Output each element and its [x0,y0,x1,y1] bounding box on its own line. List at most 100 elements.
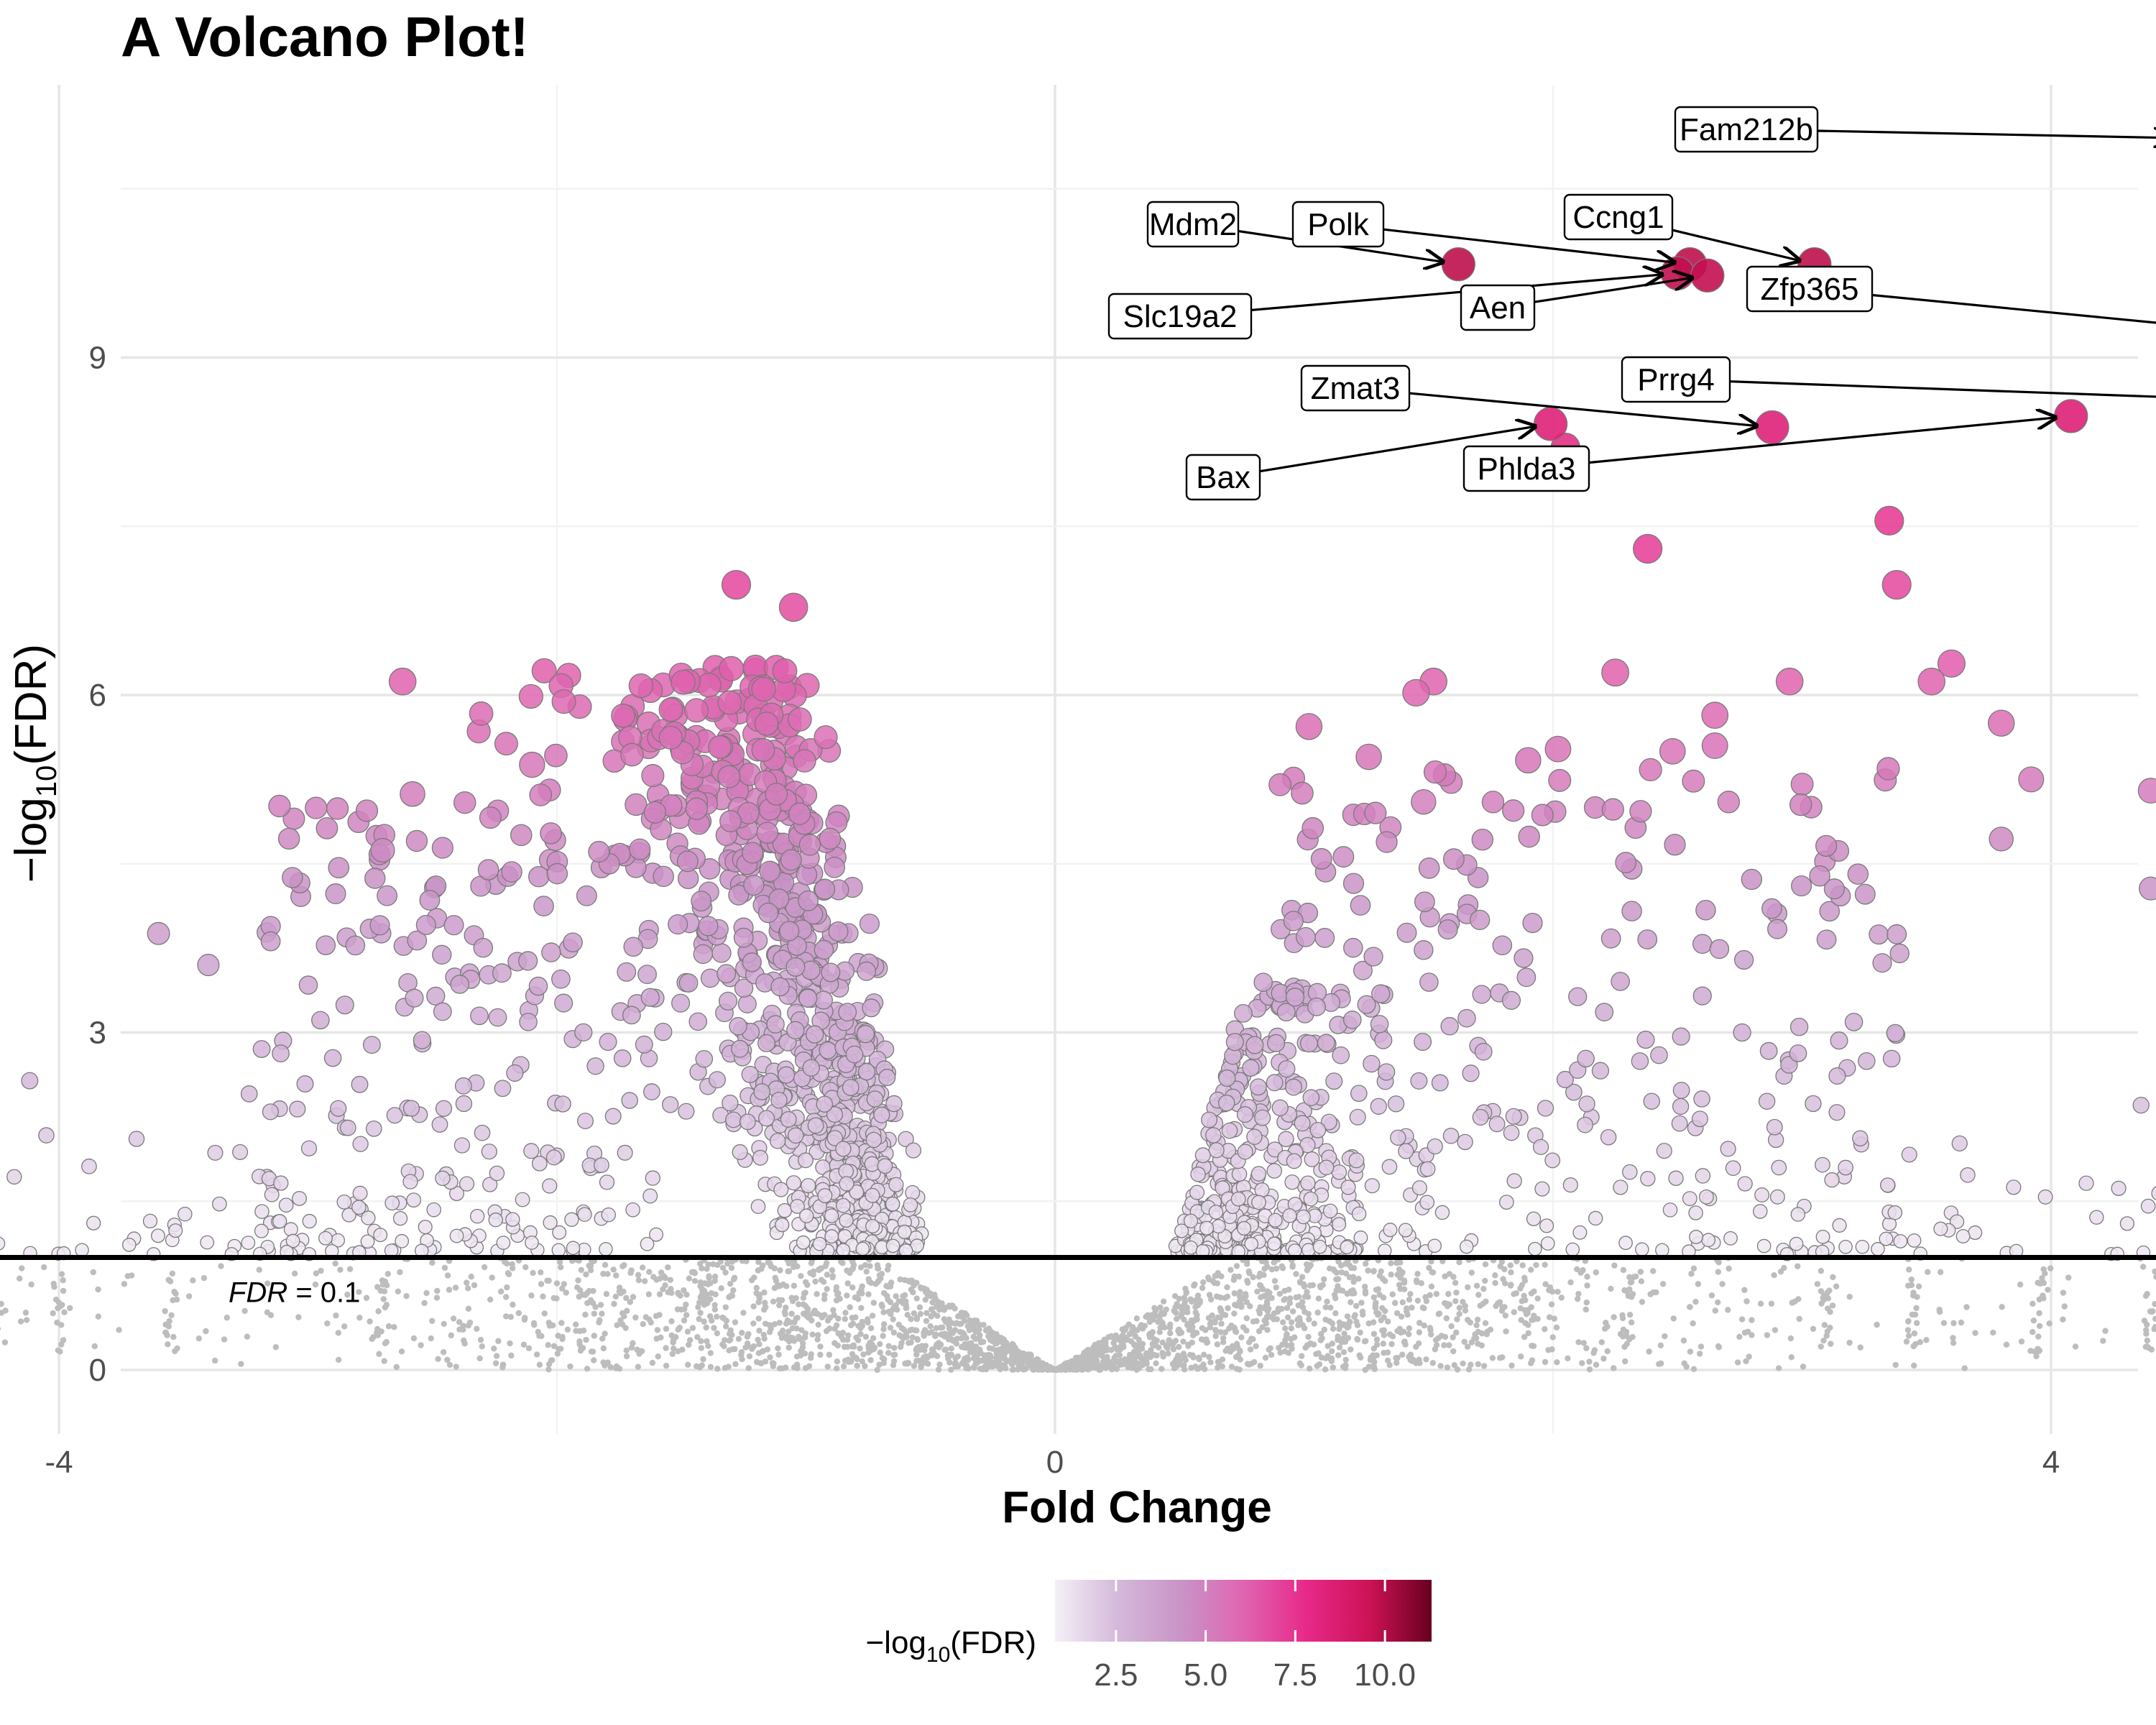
nonsig-point [60,1287,67,1294]
nonsig-point [722,1337,728,1343]
nonsig-point [2030,1300,2036,1307]
nonsig-point [938,1331,945,1338]
nonsig-point [1950,1335,1956,1341]
sig-point [1364,1178,1380,1194]
nonsig-point [1388,1271,1394,1278]
nonsig-point [653,1312,660,1320]
sig-point [1350,1085,1368,1103]
sig-point [856,1025,875,1044]
sig-point [1442,1128,1460,1144]
y-axis-title-suffix: (FDR) [6,644,56,765]
nonsig-point [793,1315,799,1322]
nonsig-point [696,1261,704,1267]
nonsig-point [1212,1333,1219,1340]
sig-point [272,1214,287,1229]
nonsig-point [1621,1358,1628,1365]
nonsig-point [1404,1305,1410,1312]
nonsig-point [1619,1315,1626,1322]
nonsig-point [1574,1295,1581,1302]
nonsig-point [1211,1279,1218,1287]
sig-point [1310,847,1332,870]
nonsig-point [1354,1322,1361,1328]
nonsig-point [970,1333,977,1340]
nonsig-point [90,1269,96,1276]
sig-point [599,1032,617,1052]
sig-point [577,1113,594,1130]
nonsig-point [510,1302,516,1308]
nonsig-point [580,1328,587,1334]
sig-point [817,1188,833,1204]
nonsig-point [1212,1319,1218,1326]
nonsig-point [60,1277,66,1284]
nonsig-point [2145,1344,2152,1351]
nonsig-point [1745,1328,1751,1335]
sig-point [1374,1031,1393,1049]
nonsig-point [934,1341,940,1348]
sig-point [305,796,328,819]
sig-point [554,993,573,1013]
sig-point [1819,901,1841,922]
nonsig-point [735,1335,742,1342]
nonsig-point [701,1302,708,1308]
nonsig-point [1542,1326,1548,1333]
nonsig-point [370,1334,377,1340]
nonsig-point [1102,1347,1108,1354]
sig-point [454,1077,472,1095]
sig-point [857,1062,876,1081]
nonsig-point [190,1277,196,1284]
sig-point [1505,1108,1522,1125]
sig-point [1459,1239,1474,1254]
nonsig-point [1428,1283,1435,1290]
sig-point [1294,1115,1311,1132]
nonsig-point [776,1320,783,1326]
nonsig-point [785,1268,791,1274]
nonsig-point [1414,1271,1421,1277]
nonsig-point [460,1326,466,1333]
nonsig-point [2035,1348,2042,1355]
nonsig-point [686,1341,692,1348]
nonsig-point [986,1345,993,1351]
sig-point [1893,1234,1908,1248]
nonsig-point [1138,1346,1146,1352]
nonsig-point [1025,1353,1031,1360]
sig-point [1723,1230,1738,1246]
nonsig-point [1414,1279,1420,1285]
sig-point [751,738,775,762]
y-axis-title-sub: 10 [31,765,63,798]
sig-point [1854,883,1876,905]
nonsig-point [1214,1341,1221,1348]
sig-point [719,656,745,681]
nonsig-point [1637,1269,1644,1275]
sig-point [770,1091,788,1109]
nonsig-point [558,1264,564,1271]
nonsig-point [695,1304,701,1310]
nonsig-point [1335,1276,1342,1282]
sig-point [268,794,291,818]
nonsig-point [2036,1322,2043,1330]
nonsig-point [1191,1282,1197,1289]
sig-point [788,802,811,825]
nonsig-point [1465,1366,1473,1373]
nonsig-point [1357,1329,1363,1336]
sig-point [1254,1109,1271,1126]
sig-point [1855,1239,1870,1254]
sig-point [1291,781,1314,805]
sig-point [1518,825,1540,848]
sig-point [1242,1059,1260,1077]
nonsig-point [1542,1358,1549,1366]
sig-point [1199,1220,1215,1236]
nonsig-point [2147,1308,2154,1315]
nonsig-point [1646,1348,1652,1355]
nonsig-point [1697,1351,1703,1357]
nonsig-point [1311,1320,1317,1327]
nonsig-point [880,1326,887,1333]
nonsig-point [1478,1330,1485,1337]
nonsig-point [55,1299,63,1306]
sig-point [1434,1205,1450,1220]
nonsig-point [952,1305,958,1312]
nonsig-point [1279,1263,1285,1270]
nonsig-point [1741,1287,1748,1293]
nonsig-point [545,1342,551,1348]
nonsig-point [453,1363,459,1370]
nonsig-point [923,1317,930,1325]
